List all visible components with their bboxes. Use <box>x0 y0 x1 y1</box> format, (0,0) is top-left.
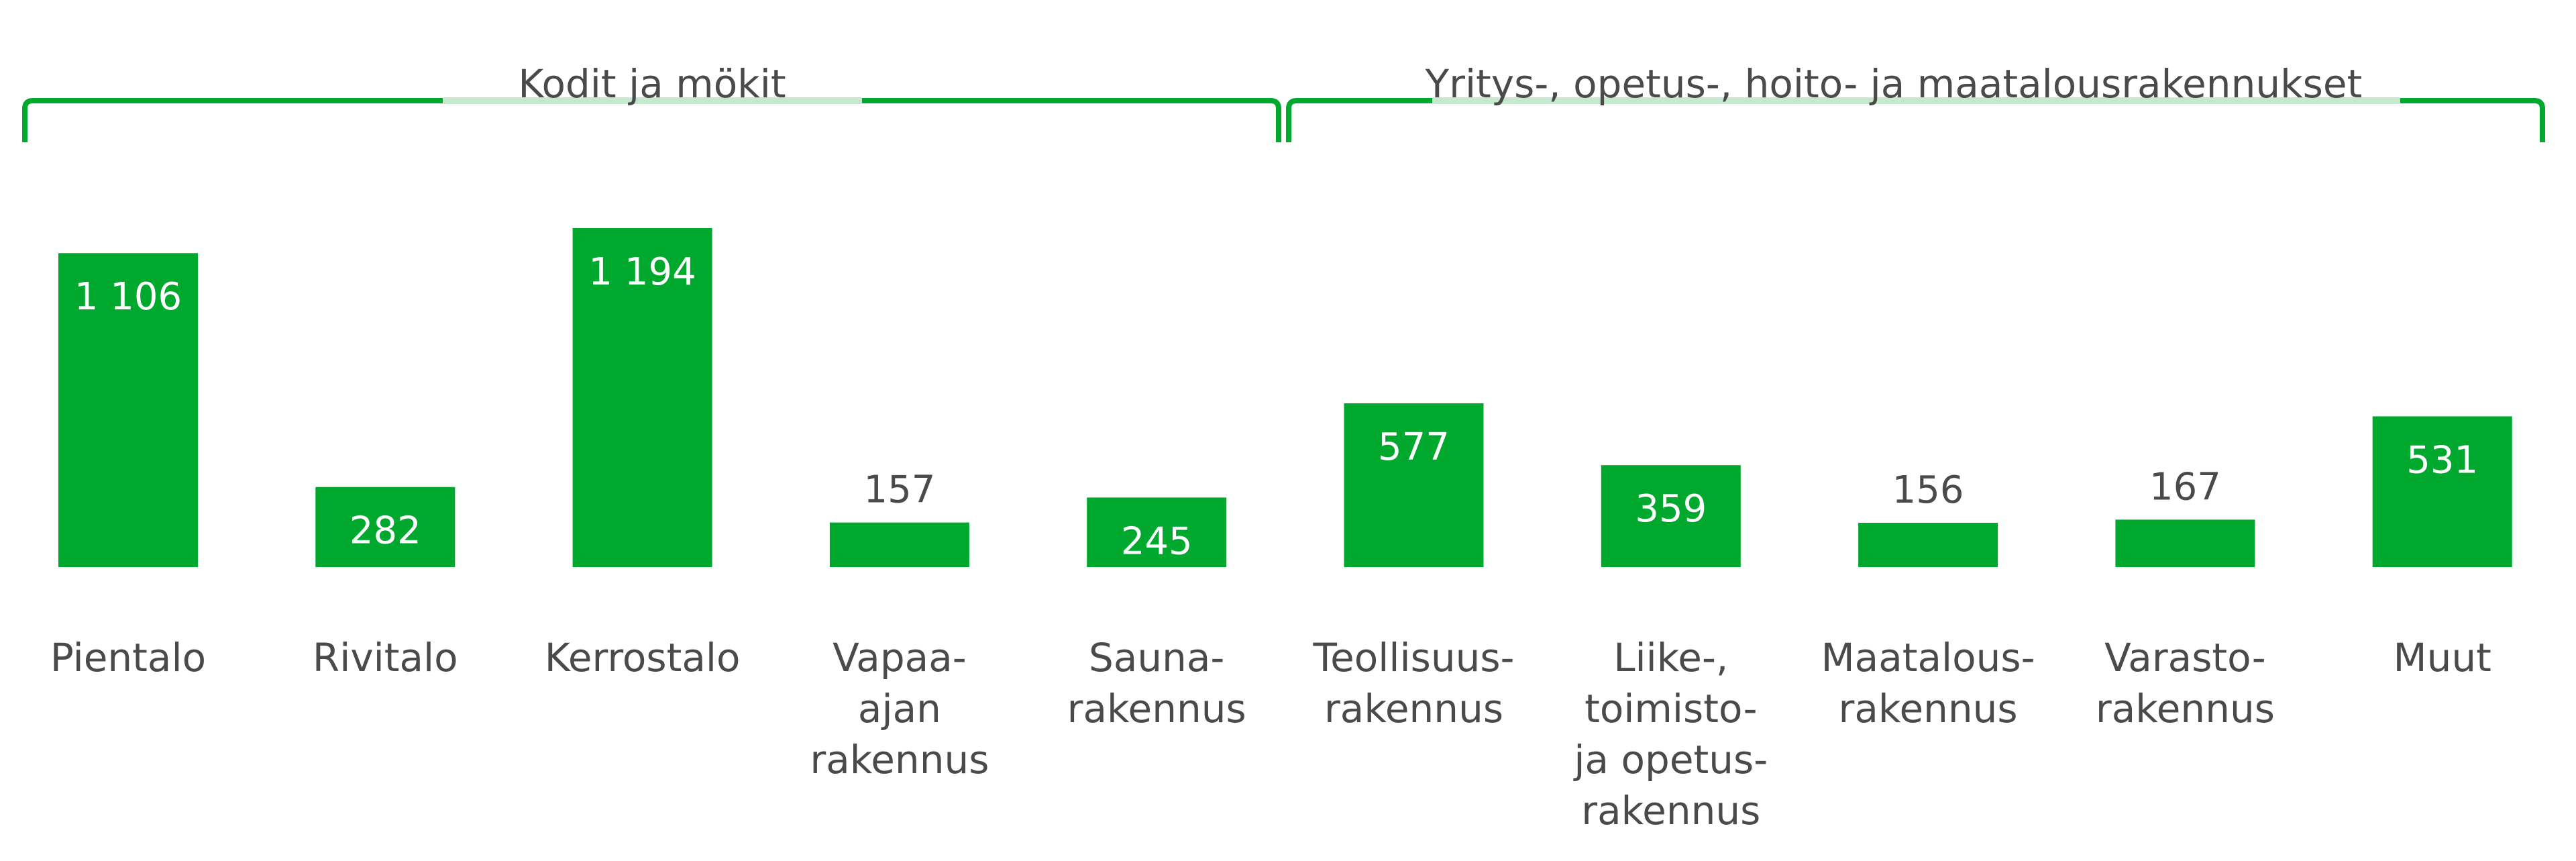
group-bracket <box>22 98 1281 142</box>
category-label-line: ja opetus- <box>1572 737 1768 782</box>
category-label: Muut <box>2394 635 2491 680</box>
bar <box>1344 403 1484 567</box>
category-label-line: Liike-, <box>1613 635 1728 680</box>
category-label: Pientalo <box>50 635 206 680</box>
data-label: 245 <box>1121 519 1193 563</box>
category-label-line: Varasto- <box>2104 635 2266 680</box>
data-label: 577 <box>1378 425 1450 469</box>
data-label: 531 <box>2406 438 2478 482</box>
category-label-line: Maatalous- <box>1821 635 2035 680</box>
category-label-line: rakennus <box>1581 788 1760 833</box>
category-label: Kerrostalo <box>545 635 741 680</box>
category-label: Teollisuus-rakennus <box>1313 635 1515 731</box>
category-label-line: Teollisuus- <box>1313 635 1515 680</box>
category-label: Maatalous-rakennus <box>1821 635 2035 731</box>
bar <box>829 522 969 567</box>
data-label: 156 <box>1892 468 1964 512</box>
group-label: Yritys-, opetus-, hoito- ja maatalousrak… <box>1425 61 2363 107</box>
bar <box>1087 497 1227 567</box>
category-label: Sauna-rakennus <box>1067 635 1246 731</box>
category-label-line: rakennus <box>1839 686 2018 731</box>
bar <box>58 253 198 567</box>
data-label: 167 <box>2149 465 2221 509</box>
bar <box>1858 523 1998 567</box>
category-label-line: ajan <box>858 686 941 731</box>
group-bracket <box>1286 98 2545 142</box>
data-label: 1 194 <box>588 250 696 294</box>
category-label-line: rakennus <box>1324 686 1503 731</box>
category-label-line: Pientalo <box>50 635 206 680</box>
category-label-line: Vapaa- <box>833 635 967 680</box>
category-label-line: Rivitalo <box>313 635 458 680</box>
category-label-line: Kerrostalo <box>545 635 741 680</box>
data-label: 282 <box>350 509 421 553</box>
bar <box>1601 465 1741 567</box>
category-label-line: Muut <box>2394 635 2491 680</box>
data-label: 157 <box>863 468 935 512</box>
group-label: Kodit ja mökit <box>518 61 786 107</box>
bar <box>315 487 455 567</box>
category-label-line: toimisto- <box>1585 686 1757 731</box>
bar <box>2372 416 2512 567</box>
category-label: Vapaa-ajan rakennus <box>810 635 989 782</box>
category-label-line: rakennus <box>810 737 989 782</box>
data-label: 1 106 <box>74 275 182 319</box>
category-label: Varasto-rakennus <box>2096 635 2275 731</box>
data-label: 359 <box>1635 487 1707 531</box>
category-label-line: rakennus <box>2096 686 2275 731</box>
bar <box>572 228 712 567</box>
bar <box>2115 519 2255 567</box>
category-label-line: Sauna- <box>1089 635 1224 680</box>
category-label: Rivitalo <box>313 635 458 680</box>
category-label-line: rakennus <box>1067 686 1246 731</box>
category-label: Liike-, toimisto-ja opetus-rakennus <box>1572 635 1768 833</box>
